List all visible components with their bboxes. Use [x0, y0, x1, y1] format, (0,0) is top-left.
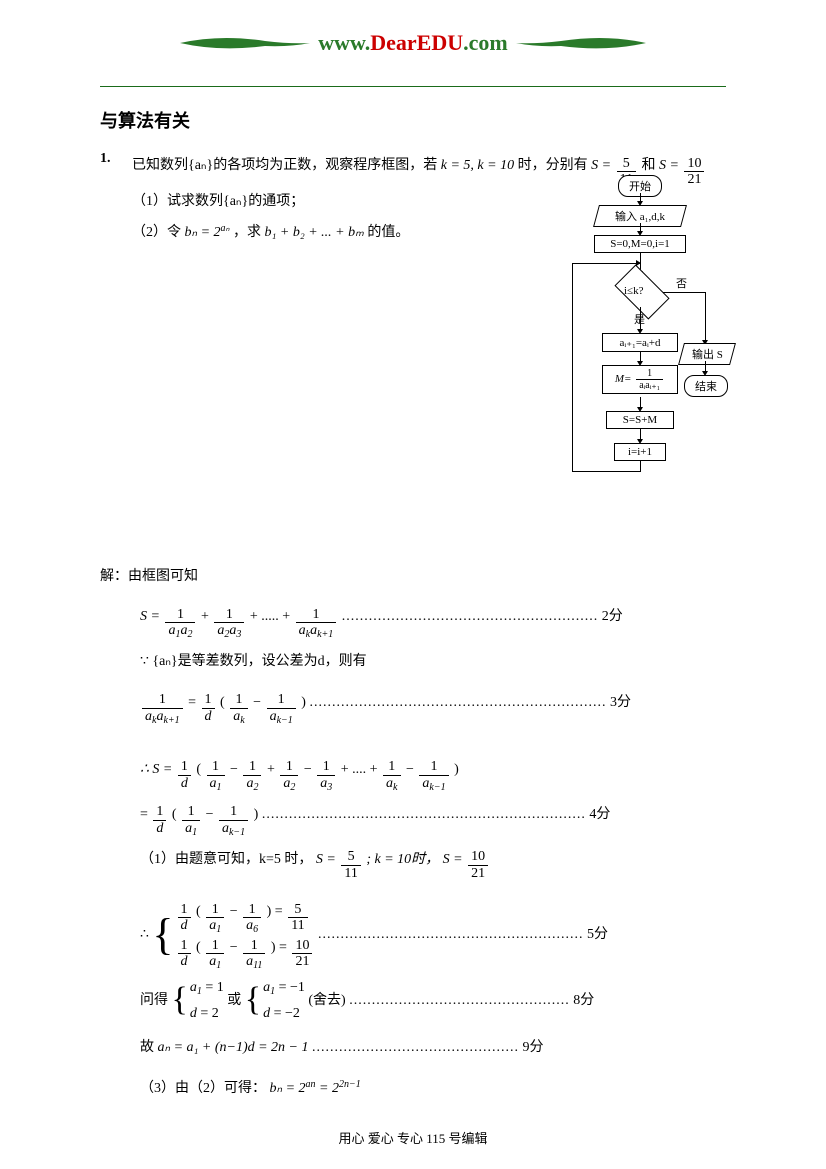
leaf-decoration-right [516, 34, 646, 52]
and-word: 和 [642, 158, 656, 173]
problem-part1: （1）试求数列{aₙ}的通项； [132, 194, 304, 209]
brand-suffix: .com [463, 30, 508, 55]
fc-output: 输出 S [678, 343, 736, 365]
fc-end: 结束 [684, 375, 728, 397]
s2-label: S = [659, 158, 679, 173]
fc-step2: M= 1aᵢaᵢ₊₁ [602, 365, 678, 394]
fc-init: S=0,M=0,i=1 [594, 235, 686, 253]
page-footer: 用心 爱心 专心 115 号编辑 [0, 1128, 826, 1147]
sol-line-arith: ∵ {aₙ}是等差数列，设公差为d，则有 [140, 644, 726, 680]
header-brand-decor: www.DearEDU.com [100, 30, 726, 56]
problem-part2-prefix: （2）令 [132, 225, 181, 240]
part2-bn: bₙ = 2aₙ [185, 225, 230, 240]
problem-number: 1. [100, 151, 118, 167]
part2-sum: b₁ + b₂ + ... + bₘ [265, 225, 364, 240]
sol-solve: 问得 { a1 = 1 d = 2 或 { a1 = −1 d = −2 (舍去… [140, 975, 726, 1026]
sol-line-ssum: ∴ S = 1d ( 1a1 − 1a2 + 1a2 − 1a3 + .... … [140, 752, 726, 793]
solution-intro: 解：由框图可知 [100, 559, 726, 595]
header-divider [100, 86, 726, 87]
cond-k1: k = 5, [441, 158, 474, 173]
solution-block: 解：由框图可知 S = 1a1a2 + 1a2a3 + ..... + 1aka… [100, 559, 726, 1107]
part2-suffix: ，求 [233, 225, 261, 240]
sol-line-tele: 1akak+1 = 1d ( 1ak − 1ak−1 ) ...........… [140, 685, 726, 726]
brand-www: www. [318, 30, 370, 55]
flowchart-diagram: 开始 输入 a₁,d,k S=0,M=0,i=1 i≤k? 是 否 输出 S 结… [566, 175, 746, 495]
sol-line-simplified: = 1d ( 1a1 − 1ak−1 ) ...................… [140, 797, 726, 838]
sol-part1-note: （1）由题意可知，k=5 时， S = 511 ; k = 10时， S = 1… [140, 842, 726, 881]
part2-end: 的值。 [367, 225, 409, 240]
sol-part3: （3）由（2）可得： bₙ = 2an = 22n−1 [140, 1071, 726, 1107]
section-title: 与算法有关 [100, 107, 726, 133]
brand-name: DearEDU [370, 30, 463, 55]
fc-step1: aᵢ₊₁=aᵢ+d [602, 333, 678, 352]
fc-step3: S=S+M [606, 411, 674, 429]
fc-no-label: 否 [676, 275, 687, 291]
fc-cond-label: i≤k? [624, 285, 643, 297]
cond-k2: k = 10 [477, 158, 514, 173]
s1-label: S = [591, 158, 611, 173]
fc-step4: i=i+1 [614, 443, 666, 461]
brand-url: www.DearEDU.com [318, 30, 507, 56]
leaf-decoration-left [180, 34, 310, 52]
sol-line-s-expand: S = 1a1a2 + 1a2a3 + ..... + 1akak+1 ....… [140, 599, 726, 640]
cond-suffix: 时，分别有 [518, 158, 588, 173]
sol-system: ∴ { 1d ( 1a1 − 1a6 ) = 511 1d ( [140, 899, 726, 971]
sol-general: 故 aₙ = a₁ + (n−1)d = 2n − 1 ............… [140, 1030, 726, 1066]
problem-stem: 已知数列{aₙ}的各项均为正数，观察程序框图，若 [132, 158, 437, 173]
